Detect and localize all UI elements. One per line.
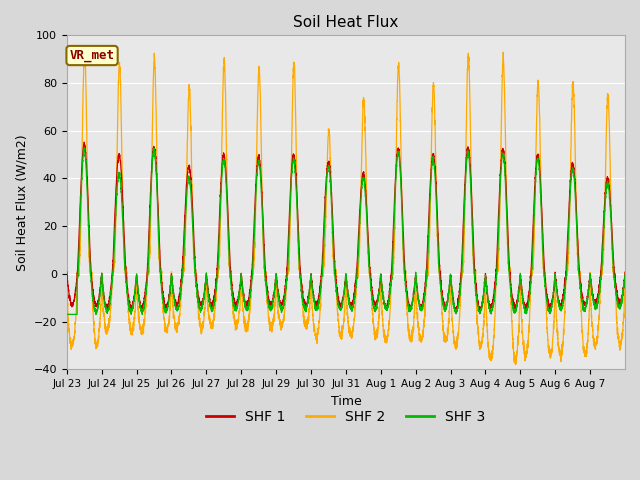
Legend: SHF 1, SHF 2, SHF 3: SHF 1, SHF 2, SHF 3	[201, 404, 491, 429]
X-axis label: Time: Time	[330, 395, 361, 408]
Y-axis label: Soil Heat Flux (W/m2): Soil Heat Flux (W/m2)	[15, 134, 28, 271]
Title: Soil Heat Flux: Soil Heat Flux	[293, 15, 399, 30]
Text: VR_met: VR_met	[70, 49, 115, 62]
